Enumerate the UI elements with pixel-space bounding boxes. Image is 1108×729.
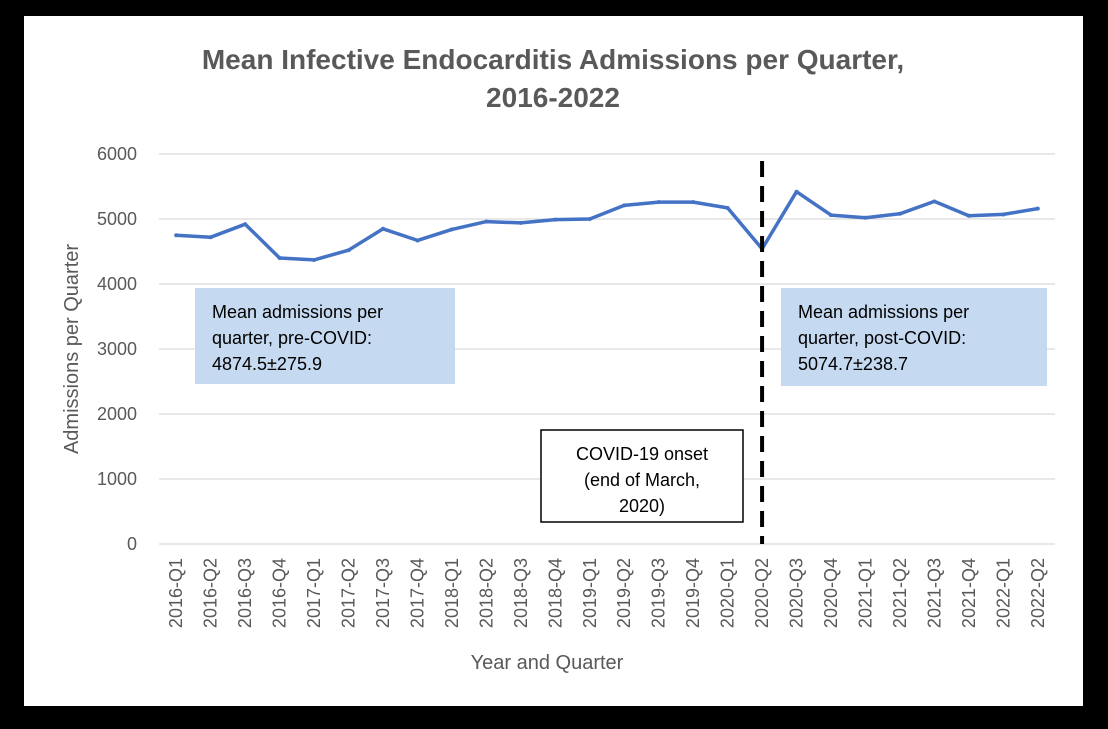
post-covid-annotation-text-0: Mean admissions per [798, 302, 969, 322]
x-tick-label: 2018-Q4 [545, 558, 565, 628]
y-tick-label-2000: 2000 [97, 404, 137, 424]
data-point [863, 215, 868, 220]
pre-covid-annotation-text-0: Mean admissions per [212, 302, 383, 322]
x-tick-label: 2017-Q2 [339, 558, 359, 628]
data-point [897, 211, 902, 216]
x-tick-label: 2016-Q2 [201, 558, 221, 628]
pre-covid-annotation-text-2: 4874.5±275.9 [212, 354, 322, 374]
x-tick-label: 2022-Q2 [1028, 558, 1048, 628]
x-tick-label: 2018-Q1 [442, 558, 462, 628]
x-axis-label: Year and Quarter [471, 652, 624, 674]
data-point [691, 200, 696, 205]
data-point [449, 227, 454, 232]
data-point [1035, 206, 1040, 211]
x-tick-label: 2016-Q3 [235, 558, 255, 628]
x-tick-label: 2017-Q3 [373, 558, 393, 628]
covid-onset-annotation-text-1: (end of March, [584, 470, 700, 490]
y-tick-label-5000: 5000 [97, 209, 137, 229]
data-point [932, 199, 937, 204]
chart-title-line-0: Mean Infective Endocarditis Admissions p… [202, 44, 904, 75]
x-tick-label: 2021-Q4 [959, 558, 979, 628]
data-point [656, 200, 661, 205]
data-point [484, 219, 489, 224]
y-axis-label: Admissions per Quarter [61, 244, 83, 454]
data-point [312, 257, 317, 262]
x-tick-label: 2016-Q1 [166, 558, 186, 628]
x-tick-label: 2018-Q3 [511, 558, 531, 628]
x-tick-label: 2020-Q3 [787, 558, 807, 628]
y-tick-label-0: 0 [127, 534, 137, 554]
x-tick-label: 2021-Q1 [855, 558, 875, 628]
pre-covid-annotation-box [195, 288, 455, 384]
data-point [277, 256, 282, 260]
x-tick-label: 2016-Q4 [270, 558, 290, 628]
y-tick-label-1000: 1000 [97, 469, 137, 489]
post-covid-annotation-text-1: quarter, post-COVID: [798, 328, 966, 348]
data-point [208, 235, 213, 240]
covid-onset-annotation-text-2: 2020) [619, 496, 665, 516]
x-tick-label: 2021-Q2 [890, 558, 910, 628]
data-point [174, 233, 179, 238]
covid-onset-annotation-box [540, 429, 744, 523]
y-tick-label-6000: 6000 [97, 144, 137, 164]
data-point [725, 205, 730, 210]
data-point [1001, 212, 1006, 217]
data-point [243, 222, 248, 227]
data-point [518, 220, 523, 225]
x-tick-label: 2022-Q1 [993, 558, 1013, 628]
x-tick-label: 2021-Q3 [924, 558, 944, 628]
chart-title-line-1: 2016-2022 [486, 82, 620, 113]
x-tick-label: 2019-Q1 [580, 558, 600, 628]
x-tick-label: 2019-Q4 [683, 558, 703, 628]
x-tick-label: 2020-Q1 [718, 558, 738, 628]
x-tick-label: 2018-Q2 [476, 558, 496, 628]
data-point [381, 226, 385, 231]
chart-frame: Mean Infective Endocarditis Admissions p… [24, 16, 1083, 706]
data-point [553, 217, 558, 222]
line-chart: Mean Infective Endocarditis Admissions p… [61, 44, 1055, 674]
data-point [829, 213, 833, 218]
x-tick-label: 2017-Q1 [304, 558, 324, 628]
x-tick-label: 2019-Q3 [649, 558, 669, 628]
post-covid-annotation-box [781, 288, 1047, 386]
data-point [794, 189, 799, 194]
data-point [346, 248, 351, 253]
data-point [966, 213, 971, 218]
data-point [622, 203, 627, 208]
covid-onset-annotation-text-0: COVID-19 onset [576, 444, 708, 464]
post-covid-annotation-text-2: 5074.7±238.7 [798, 354, 908, 374]
data-point [415, 238, 420, 243]
data-point [587, 217, 592, 221]
x-tick-label: 2019-Q2 [614, 558, 634, 628]
x-tick-label: 2020-Q4 [821, 558, 841, 628]
pre-covid-annotation-text-1: quarter, pre-COVID: [212, 328, 372, 348]
x-tick-label: 2017-Q4 [407, 558, 427, 628]
x-tick-label: 2020-Q2 [752, 558, 772, 628]
y-tick-label-3000: 3000 [97, 339, 137, 359]
series-line-0 [174, 189, 1040, 262]
y-tick-label-4000: 4000 [97, 274, 137, 294]
